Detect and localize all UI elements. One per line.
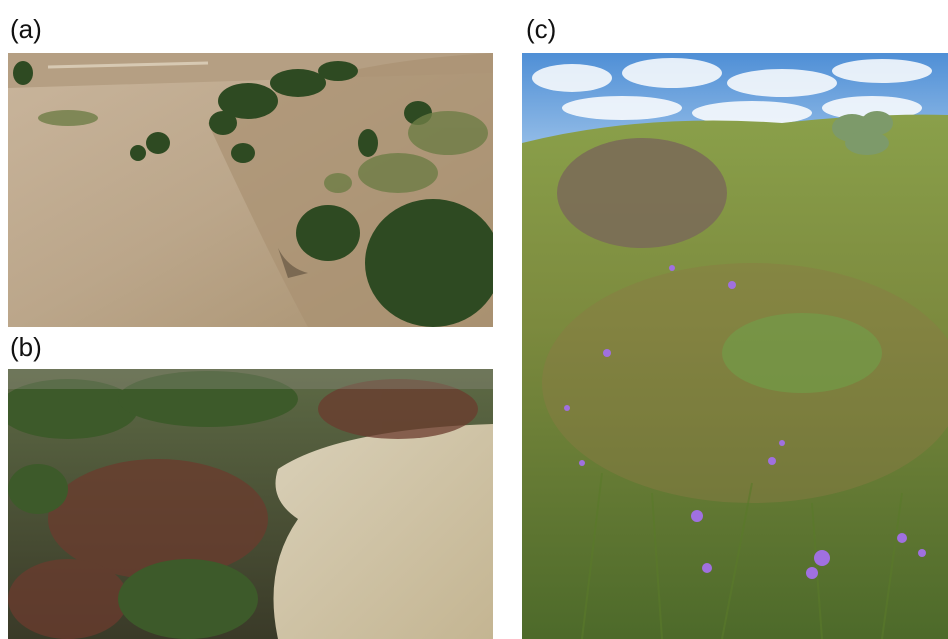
hillside-photo [8, 53, 493, 327]
panel-a-label: (a) [10, 14, 42, 44]
photo-panel-b [8, 369, 493, 639]
photo-panel-c [522, 53, 948, 639]
shrubland-photo [8, 369, 493, 639]
panel-c-label: (c) [526, 14, 557, 44]
wildflower-photo [522, 53, 948, 639]
photo-panel-a [8, 53, 493, 327]
panel-b-label: (b) [10, 332, 42, 362]
